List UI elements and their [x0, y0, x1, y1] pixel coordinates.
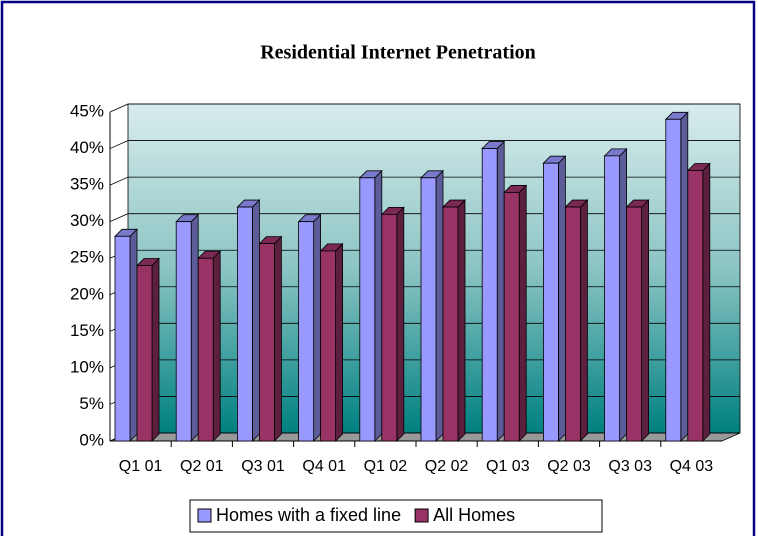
bar: [481, 140, 506, 442]
bar-front: [236, 206, 253, 442]
bar-side: [580, 199, 588, 442]
bar: [664, 111, 689, 442]
bar-side: [619, 147, 627, 442]
legend-swatch: [197, 508, 212, 523]
bar-side: [496, 140, 505, 442]
grid-line: [109, 213, 740, 223]
grid-line: [109, 176, 740, 186]
bar-side: [680, 111, 689, 442]
bar-front: [197, 257, 214, 442]
bar-front: [298, 221, 315, 442]
bar: [114, 228, 138, 442]
bar-front: [175, 221, 192, 442]
bar-side: [151, 257, 160, 442]
bar-front: [626, 206, 642, 442]
bar-front: [258, 243, 275, 442]
bar: [258, 235, 283, 442]
legend-swatch: [414, 508, 429, 523]
bar-front: [543, 162, 559, 442]
bar-front: [503, 192, 520, 442]
bar: [175, 213, 200, 442]
legend-label: Homes with a fixed line: [216, 505, 401, 525]
y-tick-label: 5%: [79, 394, 104, 413]
grid-line: [109, 140, 740, 149]
bar: [236, 199, 261, 442]
bar-front: [442, 206, 459, 442]
bar-side: [273, 235, 282, 442]
bar: [542, 155, 567, 442]
bar-front: [687, 170, 704, 442]
bar: [136, 257, 160, 442]
x-tick-label: Q1 01: [119, 458, 163, 475]
bar: [686, 162, 711, 442]
bar-side: [435, 169, 444, 442]
bar: [197, 250, 222, 442]
x-tick-label: Q1 02: [364, 458, 408, 475]
bar: [358, 169, 383, 442]
x-tick-label: Q3 03: [608, 458, 652, 475]
bar-front: [136, 265, 153, 442]
bar: [625, 199, 650, 442]
bar-front: [481, 148, 498, 442]
bar-side: [335, 242, 344, 442]
x-tick-label: Q2 03: [547, 458, 591, 475]
bar-side: [518, 184, 527, 442]
chart-title: Residential Internet Penetration: [260, 42, 536, 64]
x-tick-label: Q4 03: [670, 458, 714, 475]
bar: [420, 169, 444, 442]
grid-line: [109, 103, 740, 113]
bar: [603, 147, 628, 442]
x-tick-label: Q2 01: [180, 458, 224, 475]
x-tick-label: Q3 01: [241, 458, 285, 475]
bar-side: [212, 250, 221, 442]
bar-side: [396, 206, 405, 442]
x-tick-label: Q1 03: [486, 458, 530, 475]
y-tick-label: 40%: [70, 138, 104, 157]
bar: [564, 199, 589, 442]
legend-label: All Homes: [433, 505, 515, 525]
bar-side: [702, 162, 711, 442]
bar: [319, 242, 344, 442]
bar-front: [420, 177, 437, 442]
y-tick-label: 35%: [70, 175, 104, 194]
bar-side: [129, 228, 138, 442]
bar-side: [190, 213, 199, 442]
legend: [189, 499, 603, 533]
y-tick-label: 45%: [70, 101, 104, 120]
bar-side: [641, 199, 649, 442]
bar-side: [374, 169, 383, 442]
bar-side: [251, 199, 260, 442]
bar-front: [665, 118, 682, 442]
bar-side: [457, 199, 466, 442]
y-tick-label: 30%: [70, 211, 104, 230]
bar: [442, 199, 466, 442]
bar-front: [381, 213, 398, 442]
x-tick-label: Q4 01: [302, 458, 346, 475]
bar-front: [359, 177, 376, 442]
y-tick-label: 0%: [79, 430, 104, 449]
y-tick-label: 15%: [70, 321, 104, 340]
bar-front: [565, 206, 581, 442]
bar: [297, 213, 322, 442]
bar: [503, 184, 528, 442]
bar-front: [114, 235, 131, 442]
bar-front: [320, 250, 337, 442]
bar: [380, 206, 405, 442]
bar-side: [313, 213, 322, 442]
y-tick-label: 10%: [70, 357, 104, 376]
y-tick-label: 20%: [70, 284, 104, 303]
bar-side: [558, 155, 566, 442]
y-tick-label: 25%: [70, 248, 104, 267]
x-tick-label: Q2 02: [425, 458, 469, 475]
bar-front: [604, 155, 620, 442]
